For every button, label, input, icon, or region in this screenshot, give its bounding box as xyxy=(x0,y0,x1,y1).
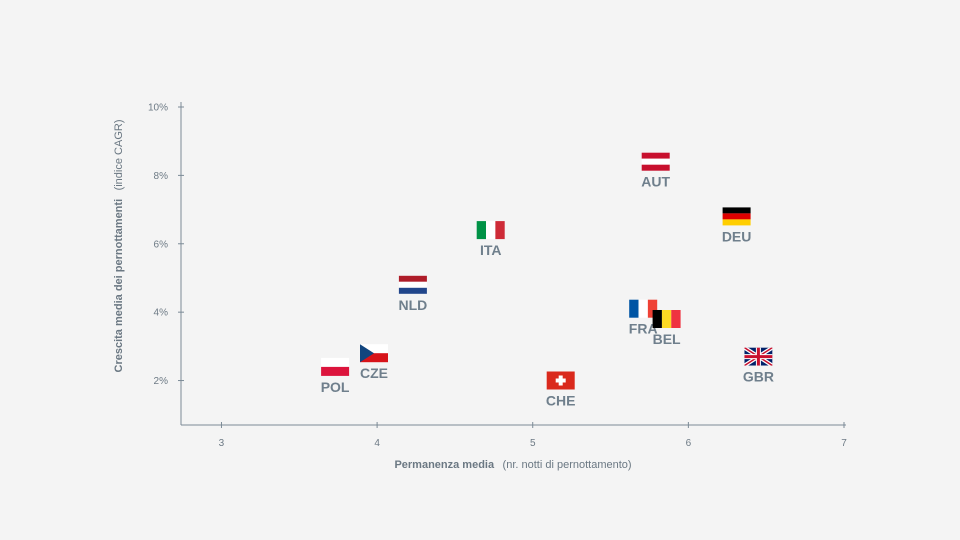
point-label-fra: FRA xyxy=(629,321,658,337)
flag-pol xyxy=(321,357,350,376)
x-axis-title: Permanenza media (nr. notti di pernottam… xyxy=(394,455,631,472)
point-label-nld: NLD xyxy=(399,297,428,313)
flag-deu xyxy=(722,207,751,226)
point-label-bel: BEL xyxy=(653,331,681,347)
flag-nld xyxy=(398,275,427,294)
point-label-gbr: GBR xyxy=(743,369,774,385)
x-tick-label: 6 xyxy=(686,438,692,449)
point-label-che: CHE xyxy=(546,393,576,409)
y-axis-title-bold: Crescita media dei pernottamenti xyxy=(113,199,125,373)
point-label-aut: AUT xyxy=(641,174,670,190)
y-axis-title-normal: (indice CAGR) xyxy=(113,120,125,191)
point-label-pol: POL xyxy=(321,379,350,395)
point-label-deu: DEU xyxy=(722,228,752,244)
flag-che xyxy=(546,371,575,390)
flag-gbr xyxy=(744,347,773,366)
y-tick-label: 6% xyxy=(154,239,169,250)
flag-aut xyxy=(641,152,670,171)
x-tick-label: 5 xyxy=(530,438,536,449)
x-axis-title-normal: (nr. notti di pernottamento) xyxy=(503,459,632,471)
y-tick-label: 4% xyxy=(154,308,169,319)
x-tick-label: 4 xyxy=(374,438,380,449)
x-tick-label: 7 xyxy=(841,438,847,449)
y-tick-label: 2% xyxy=(154,376,169,387)
x-tick-label: 3 xyxy=(219,438,225,449)
x-axis-title-bold: Permanenza media xyxy=(394,459,495,471)
flag-cze xyxy=(360,344,388,363)
flag-ita xyxy=(476,221,505,240)
flag-fra xyxy=(629,299,658,318)
flag-bel xyxy=(652,310,681,328)
point-label-ita: ITA xyxy=(480,242,502,258)
y-tick-label: 10% xyxy=(148,103,168,114)
y-axis-title: Crescita media dei pernottamenti (indice… xyxy=(109,120,126,373)
point-label-cze: CZE xyxy=(360,365,388,381)
axes: 2% 4% 6% 8% 10% 3 4 5 6 7 xyxy=(148,102,847,449)
y-tick-label: 8% xyxy=(154,171,169,182)
